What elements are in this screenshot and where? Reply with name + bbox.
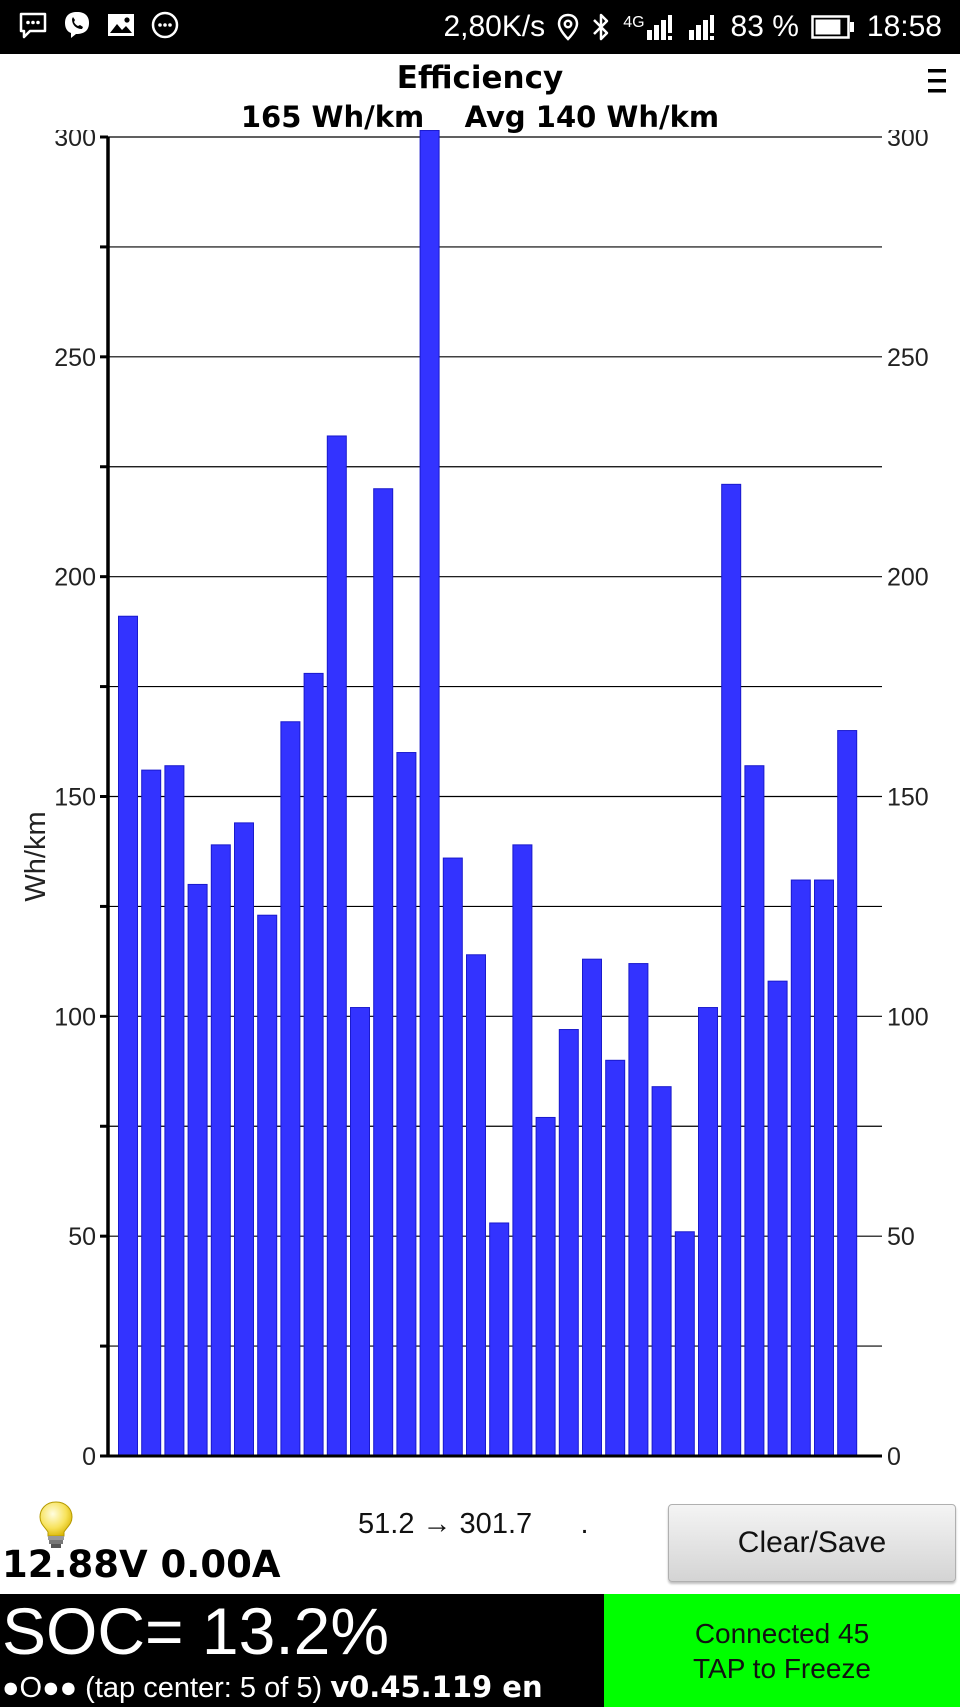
y-tick-label-left: 200 <box>54 564 96 592</box>
y-tick-label-right: 100 <box>887 1003 929 1031</box>
version-label: v0.45.119 en <box>330 1670 543 1704</box>
lightbulb-icon <box>39 1501 73 1548</box>
clear-save-button[interactable]: Clear/Save <box>668 1504 956 1582</box>
y-tick-label-right: 300 <box>887 130 929 152</box>
connected-freeze-button[interactable]: Connected 45 TAP to Freeze <box>604 1594 960 1707</box>
bar <box>187 883 208 1457</box>
y-tick-label-left: 0 <box>82 1443 96 1470</box>
more-icon <box>151 11 179 39</box>
y-tick-label-right: 200 <box>887 564 929 592</box>
bar <box>698 1007 718 1457</box>
bar <box>721 483 742 1457</box>
bar <box>373 488 394 1457</box>
range-text: 51.2 → 301.7 . <box>358 1508 589 1540</box>
bluetooth-icon <box>593 13 609 41</box>
message-icon <box>19 12 47 39</box>
bar <box>303 672 324 1457</box>
bar <box>674 1231 695 1457</box>
status-bar: 2,80K/s 4G 83 % 18:58 <box>0 0 960 54</box>
status-bar-left-icons <box>18 10 180 40</box>
clock: 18:58 <box>866 10 942 43</box>
bar <box>326 435 347 1457</box>
bar <box>118 615 138 1457</box>
battery-icon <box>811 15 854 39</box>
viber-icon <box>65 12 89 38</box>
freeze-label: TAP to Freeze <box>693 1652 871 1684</box>
bar <box>350 1007 370 1457</box>
battery-percent: 83 % <box>730 10 799 43</box>
location-icon <box>557 13 579 41</box>
y-tick-label-left: 300 <box>54 130 96 152</box>
menu-icon[interactable] <box>926 66 948 96</box>
bar <box>141 769 162 1457</box>
chart-subtitle: 165 Wh/km Avg 140 Wh/km <box>240 100 720 134</box>
bar <box>210 844 231 1457</box>
bar <box>466 954 486 1457</box>
bar <box>442 857 463 1457</box>
bar <box>790 879 811 1457</box>
status-bar-right: 2,80K/s 4G 83 % 18:58 <box>443 0 942 54</box>
signal-icon-2 <box>688 15 714 40</box>
image-icon <box>108 14 134 36</box>
y-tick-label-left: 100 <box>54 1003 96 1031</box>
bar <box>605 1059 626 1457</box>
y-tick-label-right: 250 <box>887 344 929 372</box>
bar <box>234 822 254 1457</box>
bar <box>558 1029 579 1457</box>
signal-icon <box>646 15 672 40</box>
bar <box>651 1086 672 1457</box>
bar <box>535 1116 556 1457</box>
network-type: 4G <box>623 14 645 31</box>
status-dots-text: ●O●● (tap center: 5 of 5) <box>2 1672 331 1704</box>
y-tick-label-left: 250 <box>54 344 96 372</box>
voltage-current-readout: 12.88V 0.00A <box>2 1543 281 1586</box>
bar <box>744 765 765 1457</box>
bar <box>419 130 440 1457</box>
bar <box>257 914 278 1457</box>
bar <box>280 721 301 1457</box>
bar <box>164 765 185 1457</box>
bar <box>512 844 533 1457</box>
network-speed: 2,80K/s <box>443 10 546 43</box>
bar <box>396 752 417 1457</box>
bar <box>767 980 788 1457</box>
y-tick-label-right: 150 <box>887 784 929 812</box>
footer-status-line[interactable]: ●O●● (tap center: 5 of 5) v0.45.119 en <box>2 1670 543 1705</box>
connected-label: Connected 45 <box>694 1617 870 1649</box>
efficiency-chart[interactable]: 0 0 50 50 100 100 150 150 200 200 250 250 300 300 Wh/k… <box>0 130 960 1470</box>
bar <box>628 963 649 1457</box>
bar <box>582 958 602 1457</box>
y-tick-label-right: 50 <box>887 1223 915 1251</box>
chart-title: Efficiency <box>396 60 564 96</box>
bar <box>814 879 834 1457</box>
footer-panel <box>0 1594 604 1707</box>
y-axis-label: Wh/km <box>20 811 52 901</box>
y-tick-label-right: 0 <box>887 1443 901 1470</box>
soc-readout: SOC= 13.2% <box>2 1594 390 1668</box>
y-tick-label-left: 50 <box>68 1223 96 1251</box>
bar <box>489 1222 510 1457</box>
y-tick-label-left: 150 <box>54 784 96 812</box>
bar <box>837 730 858 1457</box>
